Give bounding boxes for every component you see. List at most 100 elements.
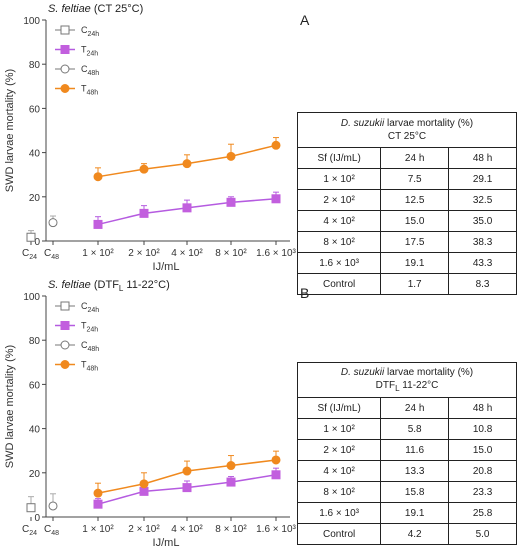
mortality-table-b: D. suzukii larvae mortality (%) DTFL 11-… bbox=[296, 362, 517, 545]
table-cell: 2 × 10² bbox=[296, 439, 382, 461]
table-cell: 11.6 bbox=[380, 439, 450, 461]
table-row: Control 1.7 8.3 bbox=[296, 273, 517, 295]
chart-panel-b: S. feltiae (DTFL 11-22°C) 0 20 40 60 80 100 SWD… bbox=[4, 279, 297, 549]
mortality-table-a: D. suzukii larvae mortality (%) CT 25°C … bbox=[296, 112, 517, 295]
y-tick-label: 40 bbox=[29, 149, 41, 160]
data-point-t48h bbox=[182, 159, 192, 169]
table-row: 4 × 10² 15.0 35.0 bbox=[296, 210, 517, 232]
x-tick-label: 8 × 10² bbox=[215, 524, 247, 535]
table-cell: 4 × 10² bbox=[296, 460, 382, 482]
table-cell: 29.1 bbox=[448, 168, 517, 190]
data-point-t48h bbox=[93, 172, 103, 182]
column-header: 24 h bbox=[380, 147, 450, 169]
table-cell: 12.5 bbox=[380, 189, 450, 211]
table-cell: 20.8 bbox=[448, 460, 517, 482]
legend-marker-c24h bbox=[60, 301, 70, 311]
x-tick-label: 2 × 10² bbox=[128, 248, 160, 259]
x-axis-label: IJ/mL bbox=[153, 261, 180, 273]
x-tick-label: C24 bbox=[22, 248, 37, 261]
table-cell: 35.0 bbox=[448, 210, 517, 232]
legend-marker-t48h bbox=[60, 84, 70, 93]
legend-marker-t24h bbox=[60, 321, 70, 330]
table-cell: 4 × 10² bbox=[296, 210, 382, 232]
table-row: 1 × 10² 7.5 29.1 bbox=[296, 168, 517, 190]
legend-label-t24h: T24h bbox=[81, 321, 98, 334]
table-cell: Control bbox=[296, 523, 382, 545]
column-header: 48 h bbox=[448, 397, 517, 419]
table-row: 2 × 10² 11.6 15.0 bbox=[296, 439, 517, 461]
data-point-t24h bbox=[93, 219, 103, 229]
table-cell: 7.5 bbox=[380, 168, 450, 190]
table-row: 8 × 10² 17.5 38.3 bbox=[296, 231, 517, 253]
x-tick-label: 2 × 10² bbox=[128, 524, 160, 535]
table-cell: 38.3 bbox=[448, 231, 517, 253]
table-row: 1.6 × 10³ 19.1 25.8 bbox=[296, 502, 517, 524]
legend-label-c24h: C24h bbox=[81, 25, 99, 38]
table-cell: 1 × 10² bbox=[296, 418, 382, 440]
x-tick-label: 4 × 10² bbox=[171, 248, 203, 259]
data-point-c24h bbox=[26, 503, 36, 513]
chart-title: S. feltiae (CT 25°C) bbox=[48, 3, 143, 15]
table-title: D. suzukii larvae mortality (%) DTFL 11-… bbox=[297, 362, 517, 398]
y-axis-label: SWD larvae mortality (%) bbox=[4, 345, 16, 468]
data-point-t48h bbox=[226, 151, 236, 161]
legend-marker-c24h bbox=[60, 25, 70, 35]
table-cell: 25.8 bbox=[448, 502, 517, 524]
legend-marker-c48h bbox=[60, 340, 70, 350]
y-tick-label: 80 bbox=[29, 336, 41, 347]
legend-marker-c48h bbox=[60, 64, 70, 74]
table-cell: 8 × 10² bbox=[296, 231, 382, 253]
data-point-c24h bbox=[26, 232, 36, 242]
x-tick-label: 1 × 10² bbox=[82, 524, 114, 535]
data-point-t48h bbox=[226, 461, 236, 471]
data-point-t48h bbox=[271, 455, 281, 465]
y-tick-label: 100 bbox=[23, 16, 40, 27]
table-row: 2 × 10² 12.5 32.5 bbox=[296, 189, 517, 211]
table-row: Control 4.2 5.0 bbox=[296, 523, 517, 545]
table-title-rest: larvae mortality (%) bbox=[384, 118, 474, 129]
legend-label-t48h: T48h bbox=[81, 84, 98, 97]
table-cell: 19.1 bbox=[380, 502, 450, 524]
column-header: 48 h bbox=[448, 147, 517, 169]
chart-panel-a: S. feltiae (CT 25°C) 0 20 40 60 80 100 SWD larv… bbox=[4, 3, 297, 273]
table-cell: 1 × 10² bbox=[296, 168, 382, 190]
table-cell: 4.2 bbox=[380, 523, 450, 545]
table-row: 8 × 10² 15.8 23.3 bbox=[296, 481, 517, 503]
data-point-t48h bbox=[93, 488, 103, 498]
table-row: 1.6 × 10³ 19.1 43.3 bbox=[296, 252, 517, 274]
table-cell: 17.5 bbox=[380, 231, 450, 253]
table-header-row: Sf (IJ/mL) 24 h 48 h bbox=[296, 147, 517, 169]
table-cell: 8 × 10² bbox=[296, 481, 382, 503]
x-tick-label: 1 × 10² bbox=[82, 248, 114, 259]
table-row: 4 × 10² 13.3 20.8 bbox=[296, 460, 517, 482]
x-tick-label: 1.6 × 10³ bbox=[256, 524, 296, 535]
data-point-t48h bbox=[139, 164, 149, 174]
legend-label-c24h: C24h bbox=[81, 301, 99, 314]
table-cell: 13.3 bbox=[380, 460, 450, 482]
legend-marker-t48h bbox=[60, 360, 70, 369]
y-tick-label: 60 bbox=[29, 380, 41, 391]
data-point-t24h bbox=[182, 203, 192, 213]
table-header-row: Sf (IJ/mL) 24 h 48 h bbox=[296, 397, 517, 419]
y-tick-label: 40 bbox=[29, 425, 41, 436]
table-title-species: D. suzukii bbox=[340, 118, 385, 129]
column-header: 24 h bbox=[380, 397, 450, 419]
x-tick-label: C24 bbox=[22, 524, 37, 537]
table-title-subscript: L bbox=[395, 383, 400, 393]
x-axis-label: IJ/mL bbox=[153, 537, 180, 549]
table-cell: 43.3 bbox=[448, 252, 517, 274]
data-point-c48h bbox=[48, 218, 58, 228]
table-cell: 15.0 bbox=[380, 210, 450, 232]
legend-label-t24h: T24h bbox=[81, 45, 98, 58]
table-cell: Control bbox=[296, 273, 382, 295]
data-point-t24h bbox=[226, 477, 236, 487]
table-cell: 5.8 bbox=[380, 418, 450, 440]
y-tick-label: 80 bbox=[29, 60, 41, 71]
table-row: 1 × 10² 5.8 10.8 bbox=[296, 418, 517, 440]
y-tick-label: 20 bbox=[29, 193, 41, 204]
table-title-condition: CT 25°C bbox=[387, 131, 427, 142]
y-tick-label: 60 bbox=[29, 104, 41, 115]
legend-label-t48h: T48h bbox=[81, 360, 98, 373]
data-point-t24h bbox=[271, 194, 281, 204]
